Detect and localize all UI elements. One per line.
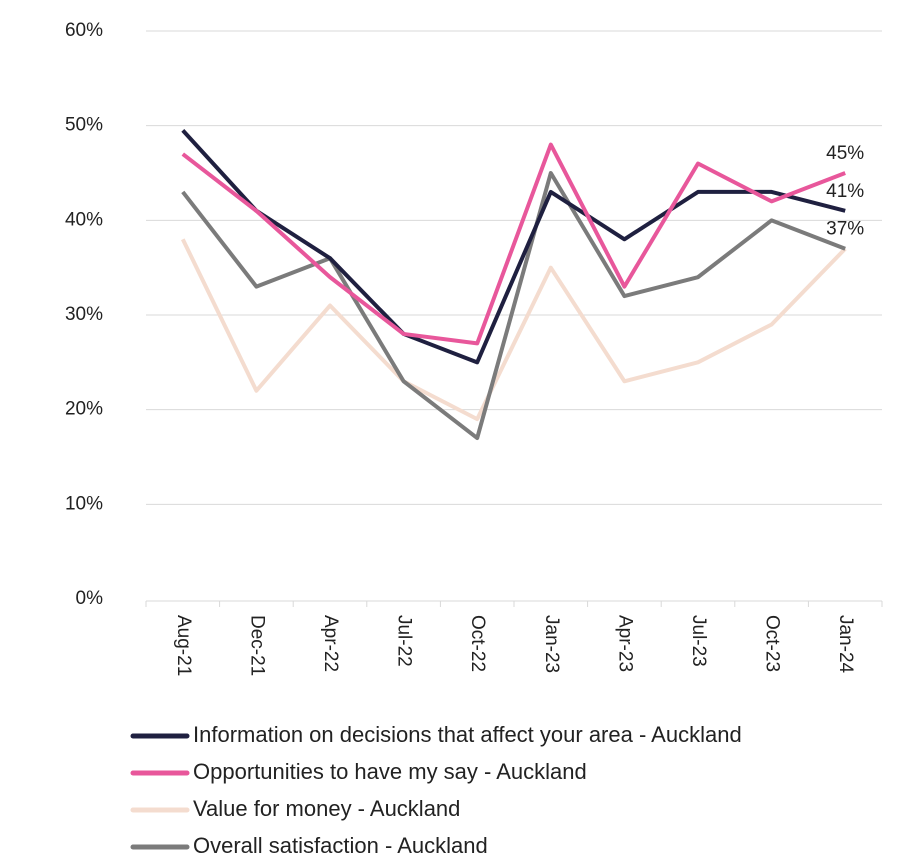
data-label: 41% [826,181,864,202]
x-tick-label: Jul-22 [394,615,415,667]
x-tick-label: Oct-22 [467,615,488,672]
legend-label: Opportunities to have my say - Auckland [193,759,587,784]
x-tick-label: Aug-21 [173,615,194,676]
y-tick-label: 60% [65,20,103,41]
series-line [181,238,847,422]
legend-label: Information on decisions that affect you… [193,722,742,747]
y-tick-label: 20% [65,399,103,420]
series-line [181,142,846,346]
y-tick-label: 0% [76,588,104,609]
legend-label: Value for money - Auckland [193,796,460,821]
series-line [181,129,846,365]
y-tick-label: 50% [65,115,103,136]
y-tick-label: 40% [65,209,103,230]
x-tick-label: Dec-21 [246,615,267,676]
y-tick-label: 10% [65,493,103,514]
x-tick-label: Apr-22 [320,615,341,672]
data-label: 37% [826,219,864,240]
legend-label: Overall satisfaction - Auckland [193,833,488,858]
series-line [181,171,846,441]
x-tick-label: Oct-23 [762,615,783,672]
x-tick-label: Jan-23 [541,615,562,673]
x-tick-label: Jan-24 [835,615,856,674]
x-tick-label: Jul-23 [688,615,709,667]
y-tick-label: 30% [65,304,103,325]
data-label: 45% [826,143,864,164]
x-tick-label: Apr-23 [614,615,635,672]
